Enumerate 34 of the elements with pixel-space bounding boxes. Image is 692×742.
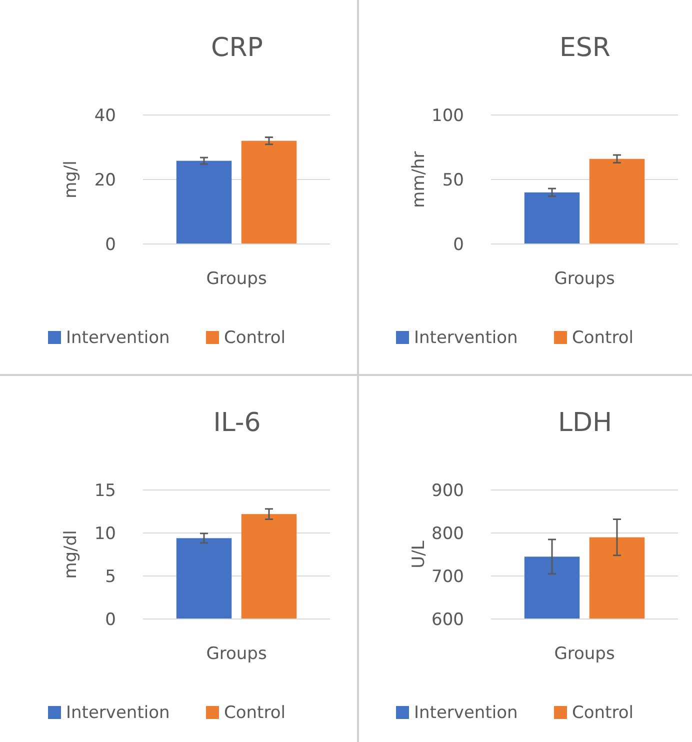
y-tick-label: 15 bbox=[94, 480, 116, 501]
y-tick-label: 10 bbox=[94, 524, 116, 544]
y-axis-title: U/L bbox=[409, 540, 429, 568]
legend-label: Intervention bbox=[414, 328, 518, 348]
y-tick-label: 0 bbox=[105, 234, 116, 255]
y-tick-label: 40 bbox=[94, 106, 116, 126]
x-tick-label: Groups bbox=[554, 268, 615, 289]
y-tick-label: 0 bbox=[453, 234, 464, 255]
legend-label: Intervention bbox=[66, 328, 170, 348]
legend-label: Control bbox=[572, 328, 634, 348]
y-axis-title: mg/l bbox=[61, 160, 81, 198]
legend-label: Intervention bbox=[66, 702, 170, 723]
y-axis-title: mm/hr bbox=[409, 151, 429, 208]
x-tick-label: Groups bbox=[554, 644, 615, 664]
y-axis-title: mg/dl bbox=[61, 530, 81, 579]
y-tick-label: 600 bbox=[432, 610, 464, 630]
chart-title: IL-6 bbox=[213, 408, 261, 438]
chart-title: CRP bbox=[211, 33, 263, 63]
legend-label: Intervention bbox=[414, 702, 518, 723]
chart-title: LDH bbox=[558, 408, 612, 438]
y-tick-label: 5 bbox=[105, 566, 116, 587]
x-tick-label: Groups bbox=[206, 644, 267, 664]
legend-label: Control bbox=[572, 702, 634, 723]
y-tick-label: 20 bbox=[94, 170, 116, 190]
x-tick-label: Groups bbox=[206, 268, 267, 289]
y-tick-label: 50 bbox=[442, 170, 464, 190]
y-tick-label: 100 bbox=[432, 106, 464, 126]
chart-title: ESR bbox=[560, 33, 610, 63]
y-tick-label: 900 bbox=[432, 480, 464, 501]
y-tick-label: 800 bbox=[432, 524, 464, 544]
y-tick-label: 0 bbox=[105, 610, 116, 630]
legend-label: Control bbox=[224, 328, 286, 348]
y-tick-label: 700 bbox=[432, 566, 464, 587]
legend-label: Control bbox=[224, 702, 286, 723]
